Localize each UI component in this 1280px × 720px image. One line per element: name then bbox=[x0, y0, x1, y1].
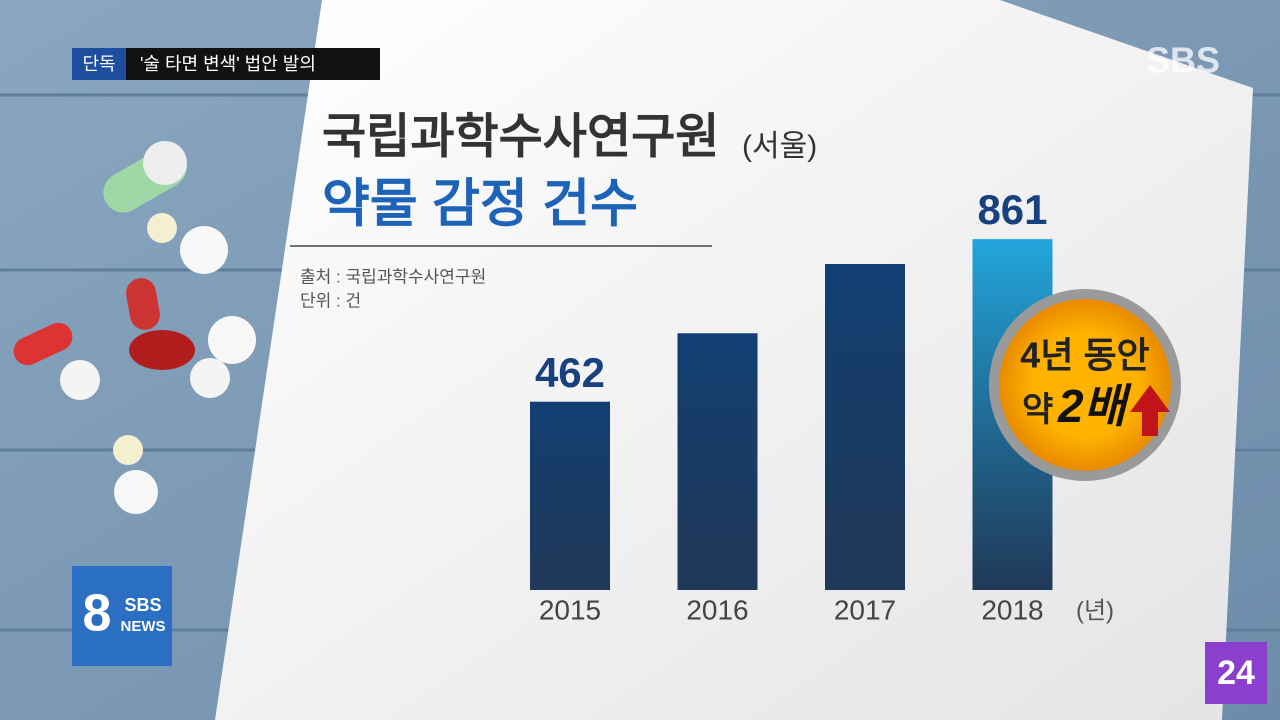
up-arrow bbox=[1130, 385, 1170, 436]
chart-subtitle: 약물 감정 건수 bbox=[322, 176, 638, 234]
tag-box bbox=[72, 48, 126, 80]
x-tick-label: 2017 bbox=[834, 594, 896, 625]
annotation-badge: 4년 동안 약 2배 bbox=[989, 289, 1181, 481]
pills bbox=[13, 141, 256, 514]
annotation-line1: 4년 동안 bbox=[1020, 335, 1149, 376]
bars: 2015 462 2016 2017 2018 861 bbox=[530, 186, 1053, 625]
tag: 단독 bbox=[82, 54, 115, 74]
x-tick-label: 2018 bbox=[981, 594, 1043, 625]
x-tick-label: 2016 bbox=[686, 594, 748, 625]
annotation-emphasis: 2배 bbox=[1057, 380, 1133, 432]
unit: 단위 : 건 bbox=[300, 291, 361, 310]
value-label: 462 bbox=[535, 349, 605, 396]
headline: '술 타면 변색' 법안 발의 bbox=[140, 54, 316, 74]
corner-logo bbox=[1205, 642, 1267, 704]
bar bbox=[825, 264, 905, 590]
value-label: 861 bbox=[977, 186, 1047, 233]
annotation-prefix: 약 bbox=[1022, 391, 1053, 429]
chart-title-suffix: (서울) bbox=[742, 130, 817, 163]
x-unit: (년) bbox=[1076, 597, 1114, 624]
news-logo bbox=[72, 566, 172, 666]
source: 출처 : 국립과학수사연구원 bbox=[300, 267, 486, 286]
news-logo-number: 8 bbox=[83, 585, 112, 643]
bar bbox=[677, 333, 758, 590]
news-logo-brand: SBS bbox=[124, 595, 161, 615]
x-tick-label: 2015 bbox=[539, 594, 601, 625]
news-logo-news: NEWS bbox=[121, 618, 166, 635]
corner-logo-text: 24 bbox=[1217, 654, 1255, 692]
chart-title: 국립과학수사연구원 bbox=[322, 111, 719, 164]
bar bbox=[530, 401, 610, 590]
channel-logo: SBS bbox=[1146, 40, 1220, 81]
